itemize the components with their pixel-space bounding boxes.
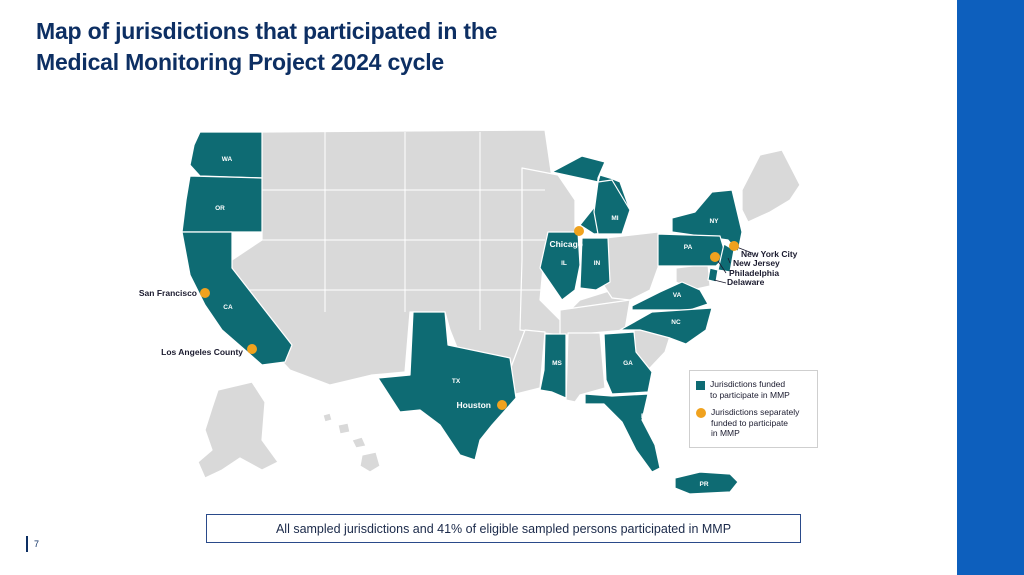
label-chicago: Chicago	[549, 239, 583, 249]
map-legend: Jurisdictions funded to participate in M…	[689, 370, 818, 448]
region-hawaii-2	[337, 422, 351, 435]
label-va: VA	[673, 292, 682, 299]
label-ms: MS	[552, 360, 562, 367]
state-mi-lower	[593, 179, 631, 235]
accent-bar	[957, 0, 1024, 575]
region-tennessee	[559, 299, 631, 337]
label-new-jersey: New Jersey	[733, 258, 780, 268]
state-ca	[181, 231, 293, 366]
teal-square-icon	[696, 381, 705, 390]
region-hawaii-1	[322, 412, 333, 423]
label-philadelphia: Philadelphia	[729, 268, 779, 278]
label-ga: GA	[623, 360, 633, 367]
marker-san-francisco	[200, 288, 210, 298]
state-tx	[377, 311, 517, 461]
legend-row-funded: Jurisdictions funded to participate in M…	[696, 379, 810, 400]
label-san-francisco: San Francisco	[139, 288, 197, 298]
legend-row-separate: Jurisdictions separately funded to parti…	[696, 407, 811, 439]
marker-houston	[497, 400, 507, 410]
label-houston: Houston	[457, 400, 491, 410]
label-mi: MI	[611, 215, 618, 222]
marker-new-york-city	[729, 241, 739, 251]
state-de	[707, 267, 719, 283]
state-va	[631, 281, 709, 311]
state-ga	[603, 331, 653, 395]
state-nc	[619, 307, 713, 345]
orange-dot-icon	[696, 408, 706, 418]
label-new-york-city: New York City	[741, 249, 798, 259]
label-ca: CA	[223, 304, 233, 311]
marker-los-angeles	[247, 344, 257, 354]
title-line-1: Map of jurisdictions that participated i…	[36, 18, 498, 44]
label-delaware: Delaware	[727, 277, 765, 287]
label-ny: NY	[709, 218, 719, 225]
label-or: OR	[215, 205, 225, 212]
marker-chicago	[574, 226, 584, 236]
label-pr: PR	[699, 481, 708, 488]
region-hawaii-4	[359, 451, 381, 473]
us-map: WA OR CA TX IL IN MI NY PA VA NC GA FL M…	[139, 129, 801, 495]
legend-funded-label: Jurisdictions funded to participate in M…	[710, 379, 790, 400]
state-fl	[584, 393, 661, 473]
region-hawaii-3	[351, 436, 367, 449]
region-new-england	[741, 149, 801, 223]
region-alabama	[565, 332, 606, 403]
state-wa	[189, 131, 263, 179]
state-ms	[539, 333, 567, 399]
summary-text: All sampled jurisdictions and 41% of eli…	[275, 521, 732, 536]
slide-title: Map of jurisdictions that participated i…	[36, 16, 736, 78]
city-markers	[200, 226, 739, 410]
summary-box: All sampled jurisdictions and 41% of eli…	[206, 514, 801, 543]
label-in: IN	[594, 260, 601, 267]
label-nc: NC	[671, 319, 681, 326]
state-or	[181, 175, 263, 233]
state-labels: WA OR CA TX IL IN MI NY PA VA NC GA FL M…	[215, 156, 719, 488]
label-wa: WA	[222, 156, 233, 163]
region-alaska	[197, 381, 279, 479]
label-tx: TX	[452, 378, 461, 385]
page-number: 7	[26, 536, 39, 552]
state-in	[579, 237, 611, 291]
city-labels: San Francisco Los Angeles County Chicago…	[139, 239, 798, 410]
label-pa: PA	[684, 244, 693, 251]
legend-separate-label: Jurisdictions separately funded to parti…	[711, 407, 800, 438]
state-pr	[674, 471, 739, 495]
title-line-2: Medical Monitoring Project 2024 cycle	[36, 49, 445, 75]
label-il: IL	[561, 260, 567, 267]
label-los-angeles: Los Angeles County	[161, 347, 243, 357]
marker-philadelphia	[710, 252, 720, 262]
label-fl: FL	[641, 413, 649, 420]
